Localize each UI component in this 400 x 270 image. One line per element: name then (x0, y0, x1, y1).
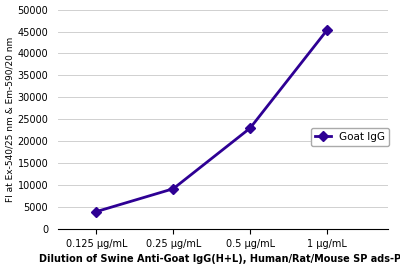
Goat IgG (248, 127, 252, 130)
Goat IgG (94, 210, 99, 213)
X-axis label: Dilution of Swine Anti-Goat IgG(H+L), Human/Rat/Mouse SP ads-PE: Dilution of Swine Anti-Goat IgG(H+L), Hu… (39, 254, 400, 264)
Legend: Goat IgG: Goat IgG (311, 128, 389, 146)
Goat IgG (171, 187, 176, 190)
Goat IgG (324, 29, 329, 32)
Line: Goat IgG: Goat IgG (93, 27, 330, 215)
Y-axis label: FI at Ex-540/25 nm & Em-590/20 nm: FI at Ex-540/25 nm & Em-590/20 nm (6, 37, 14, 202)
